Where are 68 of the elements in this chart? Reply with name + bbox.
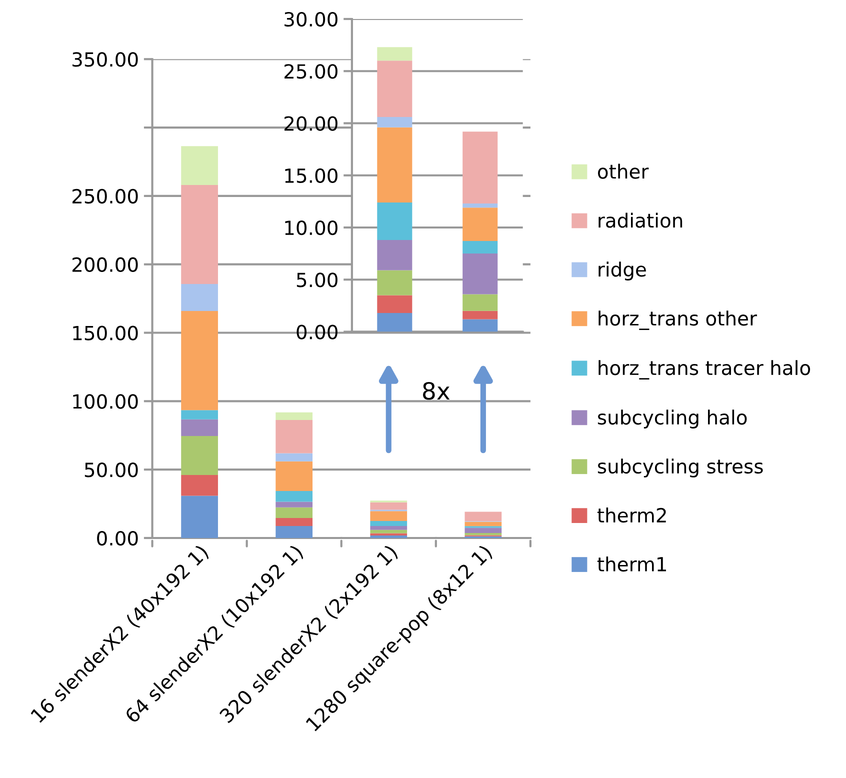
bar	[377, 202, 412, 240]
bar	[377, 240, 412, 270]
y-tick-label: 150.00	[73, 326, 138, 340]
bar	[377, 60, 412, 117]
y-tick-label: 350.00	[72, 52, 138, 67]
bar	[462, 254, 498, 294]
bar	[462, 294, 498, 311]
legend-label: horz_trans tracer halo	[598, 360, 810, 380]
y-tick-label: 100.00	[73, 394, 138, 409]
bar	[462, 132, 498, 204]
bar	[377, 270, 412, 296]
bar	[377, 127, 412, 202]
bar	[377, 312, 412, 332]
bar	[276, 502, 313, 508]
legend-label: subcycling stress	[598, 458, 763, 478]
y-tick-label: 0.00	[296, 324, 338, 340]
bar	[464, 528, 502, 534]
bar	[276, 461, 313, 492]
bar	[181, 475, 218, 496]
bar	[462, 319, 498, 332]
y-tick-label: 200.00	[72, 257, 138, 272]
bar	[276, 453, 313, 462]
y-tick-label: 25.00	[284, 64, 338, 79]
legend-label: radiation	[598, 212, 682, 228]
bar	[181, 436, 218, 476]
bar	[181, 185, 218, 284]
bar	[181, 410, 218, 420]
bar	[462, 310, 498, 320]
bar	[276, 526, 313, 538]
legend-label: therm1	[597, 556, 666, 572]
y-tick-label: 0.00	[97, 530, 138, 546]
bar	[276, 491, 313, 502]
legend-label: horz_trans other	[598, 310, 758, 330]
legend-label: other	[598, 164, 649, 179]
bar	[370, 511, 408, 522]
legend-label: ridge	[598, 262, 646, 281]
y-tick-label: 30.00	[284, 12, 338, 27]
bar	[181, 284, 218, 312]
bar	[276, 518, 313, 526]
bar	[370, 526, 408, 530]
bar	[464, 522, 502, 526]
legend-label: subcycling halo	[598, 410, 747, 428]
bar	[181, 146, 218, 185]
bar	[181, 419, 218, 436]
bar	[276, 507, 313, 518]
bar	[276, 420, 313, 454]
bar	[462, 208, 498, 242]
bar	[370, 521, 408, 526]
bar	[181, 496, 218, 538]
bar	[181, 311, 218, 410]
y-tick-label: 15.00	[285, 168, 338, 184]
y-tick-label: 50.00	[84, 462, 138, 478]
bar	[377, 295, 412, 313]
bar	[462, 241, 498, 254]
y-tick-label: 250.00	[72, 188, 138, 204]
legend-label: therm2	[597, 508, 666, 523]
bar	[377, 116, 412, 128]
annotation: 8x	[423, 382, 450, 400]
bar	[370, 530, 408, 534]
bar	[276, 412, 313, 420]
bar	[370, 502, 408, 510]
bar	[370, 533, 408, 536]
bar	[464, 512, 502, 522]
bar	[377, 47, 412, 61]
y-tick-label: 10.00	[285, 220, 338, 236]
bar	[462, 204, 498, 208]
y-tick-label: 20.00	[284, 116, 338, 131]
y-tick-label: 5.00	[296, 272, 338, 288]
